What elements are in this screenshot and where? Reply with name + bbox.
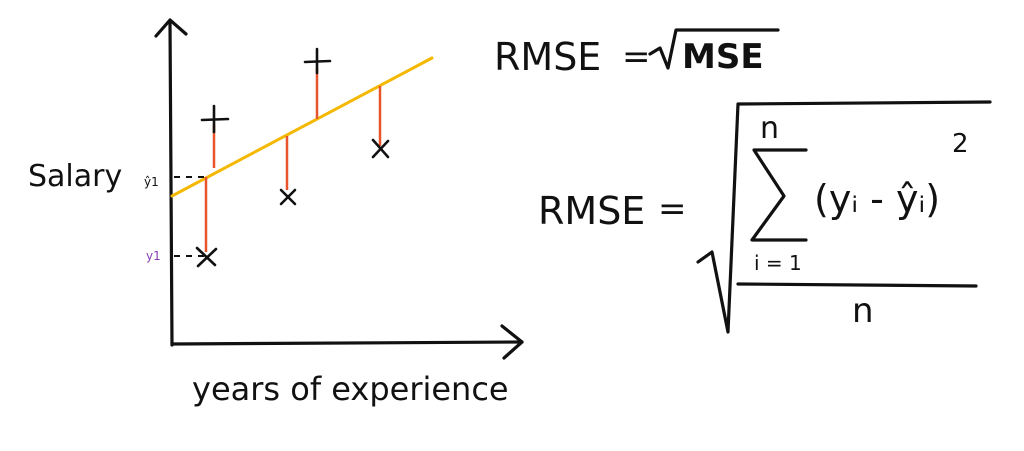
x-axis-arrowhead bbox=[500, 324, 524, 360]
yhat-tick-label: ŷ1 bbox=[144, 175, 159, 189]
y-tick-label: y1 bbox=[146, 249, 161, 263]
sqrt-symbol-large bbox=[696, 100, 992, 334]
cross-marker bbox=[279, 188, 297, 206]
fraction-bar bbox=[736, 282, 978, 288]
x-axis bbox=[170, 340, 524, 346]
exponent: 2 bbox=[952, 129, 969, 159]
formula1-equals: = bbox=[622, 37, 651, 77]
regression-line bbox=[170, 56, 434, 198]
scatter-plot: Salary ŷ1 y1 years of experience bbox=[28, 18, 524, 408]
sigma-symbol bbox=[750, 148, 808, 242]
cross-marker bbox=[195, 246, 218, 268]
plus-marker bbox=[200, 104, 230, 134]
x-axis-label: years of experience bbox=[192, 370, 509, 408]
formula1-rhs: MSE bbox=[682, 37, 764, 77]
denominator: n bbox=[852, 291, 874, 331]
sum-upper-limit: n bbox=[760, 111, 779, 146]
y-axis-arrowhead bbox=[154, 18, 188, 38]
numerator-expression: (yᵢ - ŷᵢ) bbox=[814, 177, 940, 221]
formula-rmse-sqrt-mse: RMSE = MSE bbox=[494, 28, 780, 79]
sqrt-symbol-small bbox=[648, 28, 780, 70]
y-axis bbox=[168, 20, 174, 347]
formula2-lhs: RMSE bbox=[538, 189, 645, 233]
y-axis-label: Salary bbox=[28, 159, 122, 194]
formula1-lhs: RMSE bbox=[494, 35, 601, 79]
formula-rmse-full: RMSE = n i = 1 (yᵢ - ŷᵢ) 2 n bbox=[538, 100, 992, 334]
formula2-equals: = bbox=[658, 189, 687, 229]
cross-marker bbox=[371, 138, 390, 159]
plus-marker bbox=[303, 47, 332, 75]
sum-lower-limit: i = 1 bbox=[754, 251, 802, 275]
